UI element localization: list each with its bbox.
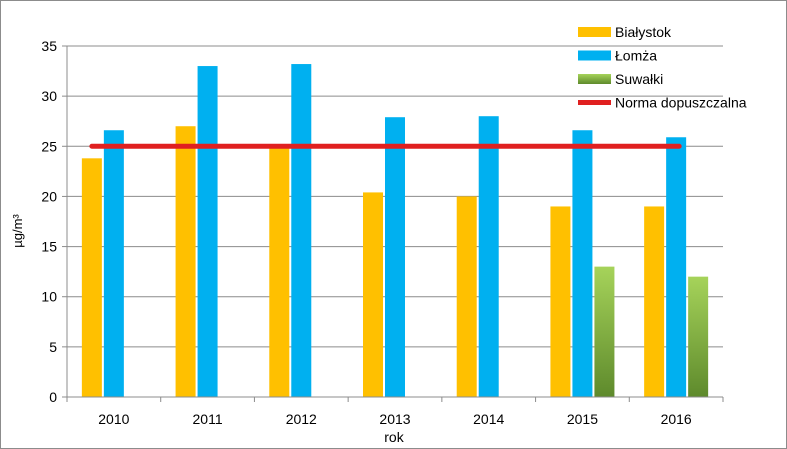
bar--om-a-2013 <box>385 117 405 398</box>
legend-label-norma: Norma dopuszczalna <box>615 95 747 111</box>
y-tick-label: 30 <box>41 88 57 104</box>
axes <box>62 45 724 402</box>
legend-label--om-a: Łomża <box>615 48 657 64</box>
bar-bia-ystok-2013 <box>363 192 383 397</box>
y-tick-label: 25 <box>41 138 57 154</box>
bar-bia-ystok-2015 <box>550 206 571 397</box>
legend-swatch-bia-ystok <box>578 27 611 37</box>
bar-bia-ystok-2011 <box>175 126 196 397</box>
bar-bia-ystok-2012 <box>269 146 290 397</box>
bar-bia-ystok-2014 <box>456 196 477 397</box>
bar--om-a-2014 <box>478 116 499 397</box>
bar-suwa-ki-2016 <box>688 276 709 397</box>
x-tick-label-2011: 2011 <box>193 411 223 427</box>
y-axis-label: µg/m³ <box>10 214 25 248</box>
bar--om-a-2010 <box>103 130 124 398</box>
bar-bia-ystok-2016 <box>644 206 665 397</box>
x-tick-label-2016: 2016 <box>661 411 692 427</box>
x-tick-label-2015: 2015 <box>567 411 598 427</box>
legend-swatch--om-a <box>578 50 611 61</box>
legend: Białystok Łomża Suwałki Norma dopuszczalna <box>578 24 747 111</box>
y-tick-label: 0 <box>49 389 57 405</box>
bar--om-a-2012 <box>291 64 312 398</box>
y-tick-labels: 0 5 10 15 20 25 30 35 <box>41 38 57 405</box>
y-tick-label: 20 <box>41 188 57 204</box>
bar--om-a-2015 <box>572 130 593 398</box>
bar-suwa-ki-2015 <box>594 266 615 397</box>
y-tick-label: 15 <box>41 239 57 255</box>
bar--om-a-2016 <box>666 137 687 397</box>
legend-label-suwa-ki: Suwałki <box>615 71 663 87</box>
x-tick-label-2014: 2014 <box>473 411 504 427</box>
x-tick-labels: 2010 2011 2012 2013 2014 2015 2016 <box>98 411 692 427</box>
y-tick-label: 10 <box>41 289 57 305</box>
x-tick-label-2010: 2010 <box>98 411 129 427</box>
x-axis-label: rok <box>384 429 404 445</box>
bar--om-a-2011 <box>197 66 218 398</box>
y-tick-label: 5 <box>49 339 57 355</box>
bar-bia-ystok-2010 <box>81 158 102 397</box>
x-tick-label-2012: 2012 <box>286 411 317 427</box>
x-tick-label-2013: 2013 <box>379 411 410 427</box>
bars <box>81 64 709 398</box>
y-tick-label: 35 <box>41 38 57 54</box>
legend-swatch-suwa-ki <box>578 74 611 84</box>
legend-label-bia-ystok: Białystok <box>615 24 672 40</box>
